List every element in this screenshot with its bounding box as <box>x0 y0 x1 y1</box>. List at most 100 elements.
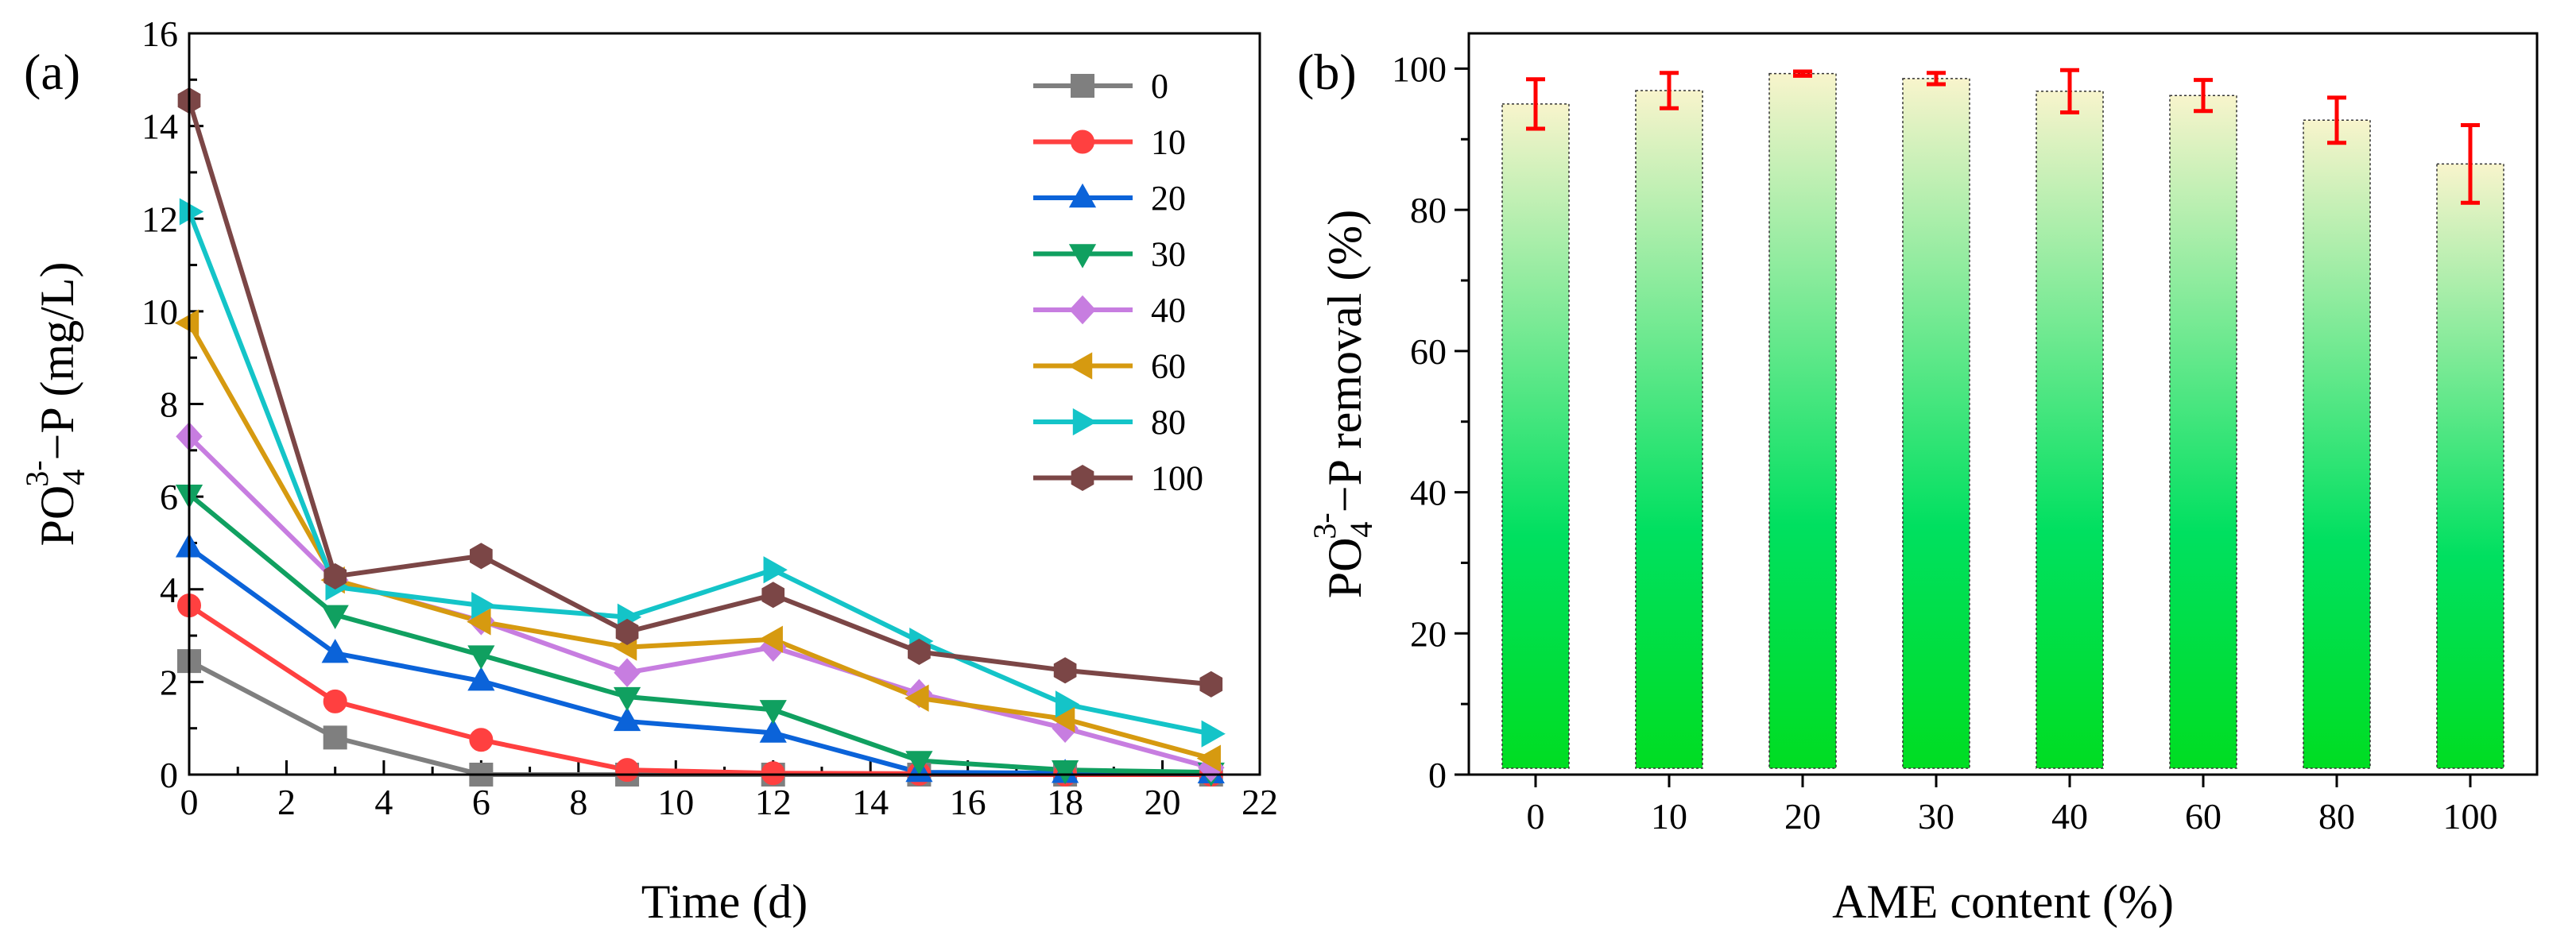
a-point-100 <box>470 543 493 570</box>
a-series-line-80 <box>187 211 1212 736</box>
a-legend-marker-0 <box>1071 74 1094 98</box>
a-point-10 <box>615 758 640 783</box>
a-legend: 0 10 20 30 40 60 80 100 <box>1033 67 1203 498</box>
a-point-40 <box>614 658 641 687</box>
a-y-tick-label: 12 <box>141 199 178 239</box>
a-point-100 <box>761 582 785 609</box>
a-legend-label-100: 100 <box>1151 459 1203 498</box>
a-point-60 <box>174 309 199 337</box>
a-legend-label-0: 0 <box>1151 67 1168 106</box>
b-bar-60 <box>2169 95 2237 769</box>
a-point-60 <box>1196 744 1221 772</box>
b-plot-frame <box>1467 32 2539 776</box>
line-chart-panel: (a) 0 2 4 6 8 10 12 14 16 18 20 22 0 2 4 6 8 10 12 14 16 0 10… <box>19 14 1278 928</box>
bar-chart-panel: (b) 0 10 20 30 40 60 80 100 0 20 40 60 80 100 AME con… <box>1297 32 2539 928</box>
a-y-tick-label: 10 <box>141 292 178 332</box>
a-point-30 <box>467 645 495 670</box>
a-ylabel-sup: 3- <box>19 460 55 486</box>
a-x-tick-label: 6 <box>472 782 490 822</box>
b-ylabel-sup: 3- <box>1307 512 1342 539</box>
a-point-30 <box>905 751 933 775</box>
b-error-bars <box>1526 68 2480 205</box>
b-y-tick-label: 80 <box>1410 190 1447 230</box>
b-ylabel-rest: −P removal (%) <box>1319 210 1371 513</box>
a-point-30 <box>613 686 641 712</box>
a-y-axis-label: PO43-−P (mg/L) <box>19 262 91 547</box>
b-bar-0 <box>1501 103 1570 769</box>
a-x-tick-label: 8 <box>569 782 587 822</box>
a-point-60 <box>905 684 929 712</box>
b-axis-ticks: 0 10 20 30 40 60 80 100 0 20 40 60 80 100 <box>1392 48 2498 837</box>
a-legend-label-60: 60 <box>1151 347 1186 386</box>
panel-a-label: (a) <box>24 44 80 100</box>
a-x-axis-label: Time (d) <box>641 875 808 928</box>
b-ylabel-sub: 4 <box>1343 522 1379 538</box>
a-x-tick-label: 18 <box>1047 782 1083 822</box>
a-point-100 <box>323 562 347 589</box>
a-point-100 <box>908 638 931 666</box>
a-legend-marker-20 <box>1068 183 1097 208</box>
a-point-100 <box>1053 657 1077 684</box>
a-point-30 <box>321 605 349 629</box>
a-point-10 <box>323 689 347 713</box>
b-x-tick-label: 40 <box>2051 796 2088 837</box>
b-bar-20 <box>1768 72 1837 769</box>
b-y-axis-label: PO43-−P removal (%) <box>1307 210 1379 599</box>
a-point-20 <box>321 639 349 663</box>
a-y-tick-label: 6 <box>160 477 178 517</box>
a-legend-label-80: 80 <box>1151 403 1186 442</box>
a-x-tick-label: 10 <box>657 782 694 822</box>
b-x-tick-label: 10 <box>1651 796 1687 837</box>
b-y-tick-label: 60 <box>1410 331 1447 372</box>
a-x-tick-label: 22 <box>1242 782 1278 822</box>
a-legend-marker-40 <box>1069 295 1096 325</box>
b-x-axis-label: AME content (%) <box>1832 875 2174 928</box>
a-series-line-100 <box>187 99 1212 687</box>
a-x-tick-label: 16 <box>950 782 986 822</box>
a-series-line-30 <box>188 492 1211 775</box>
a-legend-marker-30 <box>1068 244 1097 269</box>
a-y-tick-label: 2 <box>160 662 178 702</box>
b-x-tick-label: 80 <box>2318 796 2355 837</box>
a-point-0 <box>323 725 347 750</box>
b-x-tick-label: 0 <box>1527 796 1545 837</box>
a-y-tick-label: 14 <box>141 106 178 147</box>
b-x-tick-label: 100 <box>2443 796 2498 837</box>
a-point-80 <box>1055 690 1080 718</box>
a-legend-marker-80 <box>1072 408 1098 436</box>
a-point-80 <box>471 592 496 620</box>
b-ylabel-base: PO <box>1319 538 1371 599</box>
a-x-tick-label: 20 <box>1145 782 1181 822</box>
a-point-60 <box>467 608 491 636</box>
a-point-60 <box>758 625 783 653</box>
b-bar-80 <box>2303 119 2371 769</box>
b-bar-10 <box>1635 90 1703 769</box>
a-point-30 <box>1051 760 1079 785</box>
a-point-10 <box>469 728 494 752</box>
a-point-100 <box>615 618 639 645</box>
a-y-tick-label: 8 <box>160 385 178 425</box>
a-x-tick-label: 2 <box>277 782 296 822</box>
a-series-markers <box>174 87 1226 787</box>
b-bar-100 <box>2436 163 2504 769</box>
a-point-80 <box>1201 720 1226 748</box>
a-point-30 <box>759 700 787 725</box>
b-bar-40 <box>2036 91 2104 769</box>
a-x-tick-label: 12 <box>755 782 792 822</box>
a-ylabel-sub: 4 <box>56 470 91 485</box>
a-point-10 <box>761 761 785 786</box>
a-point-100 <box>1199 671 1223 698</box>
b-x-tick-label: 60 <box>2185 796 2222 837</box>
a-legend-label-10: 10 <box>1151 123 1186 162</box>
b-bar-30 <box>1902 78 1970 769</box>
a-legend-marker-100 <box>1071 464 1094 492</box>
a-ylabel-rest: −P (mg/L) <box>31 262 83 461</box>
a-point-80 <box>763 556 788 584</box>
a-x-tick-label: 14 <box>852 782 889 822</box>
a-point-20 <box>467 667 495 691</box>
a-plot-frame <box>188 32 1261 776</box>
a-ylabel-base: PO <box>31 485 83 547</box>
panel-b-label: (b) <box>1297 44 1357 100</box>
b-y-tick-label: 20 <box>1410 613 1447 654</box>
a-legend-label-20: 20 <box>1151 179 1186 218</box>
